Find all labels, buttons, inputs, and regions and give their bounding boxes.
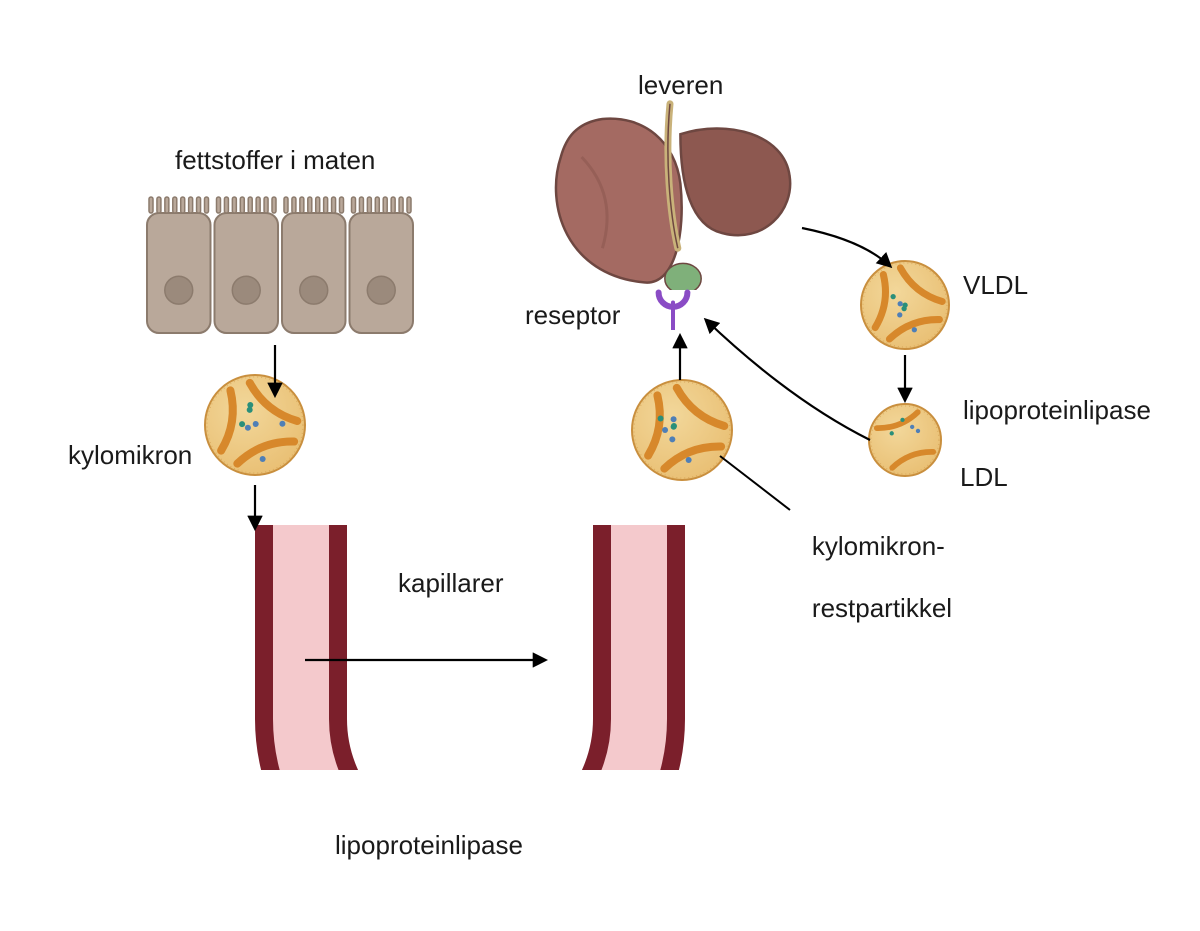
label-liver: leveren <box>638 70 723 101</box>
label-lpl-lower: lipoproteinlipase <box>335 830 523 861</box>
label-capillaries: kapillarer <box>398 568 504 599</box>
label-chylomicron: kylomikron <box>68 440 192 471</box>
label-chylo-remnant: kylomikron- restpartikkel <box>783 500 952 655</box>
label-chylo-remnant-line2: restpartikkel <box>812 593 952 623</box>
diagram-stage: fettstoffer i maten leveren kylomikron r… <box>0 0 1200 931</box>
label-ldl: LDL <box>960 462 1008 493</box>
label-dietary-fat: fettstoffer i maten <box>175 145 375 176</box>
label-chylo-remnant-line1: kylomikron- <box>812 531 945 561</box>
label-vldl: VLDL <box>963 270 1028 301</box>
label-receptor: reseptor <box>525 300 620 331</box>
label-lpl-upper: lipoproteinlipase <box>963 395 1151 426</box>
